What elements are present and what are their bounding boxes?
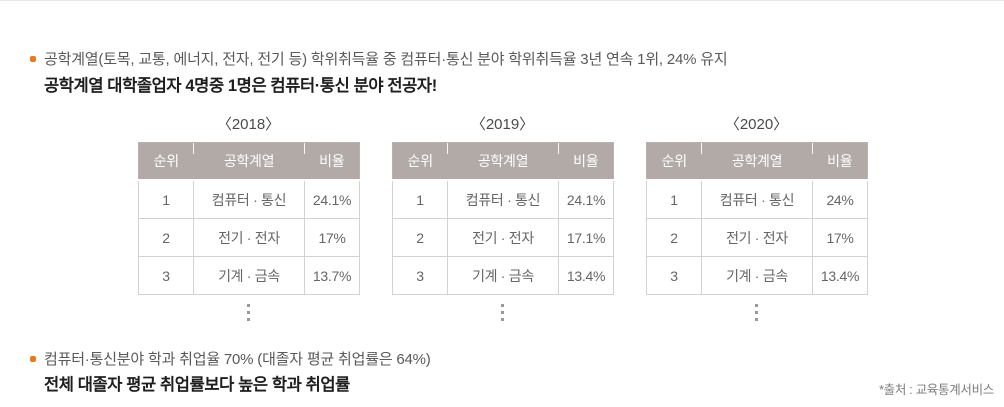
table-cell: 기계 · 금속 — [701, 256, 813, 295]
table-cell: 24.1% — [304, 179, 360, 219]
year-table-block: 〈2019〉 순위 공학계열 비율 1 컴퓨터 · 통신 24.1% 2 전기 · 전자 17.1… — [392, 113, 614, 321]
table-cell: 1 — [138, 179, 194, 219]
source-footnote: *출처 : 교육통계서비스 — [879, 383, 994, 397]
vertical-ellipsis-icon — [138, 304, 359, 321]
table-cell: 3 — [138, 256, 194, 295]
table-cell: 17.1% — [558, 218, 614, 257]
table-cell: 13.4% — [812, 256, 868, 295]
table-row: 3 기계 · 금속 13.4% — [646, 256, 868, 295]
table-cell: 2 — [138, 218, 194, 257]
year-table-block: 〈2020〉 순위 공학계열 비율 1 컴퓨터 · 통신 24% 2 전기 · 전자 17% 3 기계… — [646, 113, 868, 321]
table-row: 1 컴퓨터 · 통신 24% — [646, 179, 868, 219]
table-cell: 13.7% — [304, 256, 360, 295]
table-cell: 컴퓨터 · 통신 — [193, 179, 305, 219]
table-cell: 2 — [646, 218, 702, 257]
table-cell: 17% — [812, 218, 868, 257]
table-cell: 기계 · 금속 — [447, 256, 559, 295]
table-header-cell: 비율 — [558, 142, 614, 181]
table-header-cell: 공학계열 — [447, 142, 559, 181]
rank-table: 순위 공학계열 비율 1 컴퓨터 · 통신 24.1% 2 전기 · 전자 17% 3 기계 · 금… — [138, 142, 360, 295]
table-cell: 3 — [392, 256, 448, 295]
table-header-row: 순위 공학계열 비율 — [138, 142, 360, 181]
table-header-cell: 순위 — [138, 142, 194, 181]
table-cell: 전기 · 전자 — [701, 218, 813, 257]
table-header-row: 순위 공학계열 비율 — [646, 142, 868, 181]
rank-table: 순위 공학계열 비율 1 컴퓨터 · 통신 24.1% 2 전기 · 전자 17.1% 3 기계 ·… — [392, 142, 614, 295]
table-header-cell: 공학계열 — [193, 142, 305, 181]
table-cell: 24% — [812, 179, 868, 219]
table-cell: 24.1% — [558, 179, 614, 219]
table-row: 2 전기 · 전자 17.1% — [392, 218, 614, 257]
table-year-title: 〈2020〉 — [724, 116, 789, 133]
table-header-cell: 순위 — [646, 142, 702, 181]
table-row: 1 컴퓨터 · 통신 24.1% — [392, 179, 614, 219]
table-header-cell: 순위 — [392, 142, 448, 181]
table-header-cell: 비율 — [812, 142, 868, 181]
table-cell: 17% — [304, 218, 360, 257]
table-header-cell: 공학계열 — [701, 142, 813, 181]
table-cell: 전기 · 전자 — [447, 218, 559, 257]
table-row: 3 기계 · 금속 13.7% — [138, 256, 360, 295]
table-year-title: 〈2019〉 — [470, 116, 535, 133]
table-cell: 컴퓨터 · 통신 — [447, 179, 559, 219]
degree-rate-text: 공학계열(토목, 교통, 에너지, 전자, 전기 등) 학위취득율 중 컴퓨터·… — [44, 51, 728, 68]
bullet-icon — [30, 356, 36, 362]
year-table-block: 〈2018〉 순위 공학계열 비율 1 컴퓨터 · 통신 24.1% 2 전기 · 전자 17% 3… — [138, 113, 360, 321]
table-row: 2 전기 · 전자 17% — [138, 218, 360, 257]
table-cell: 1 — [392, 179, 448, 219]
table-cell: 컴퓨터 · 통신 — [701, 179, 813, 219]
employment-rate-text: 컴퓨터·통신분야 학과 취업율 70% (대졸자 평균 취업률은 64%) — [44, 351, 431, 368]
degree-rate-highlight: 공학계열 대학졸업자 4명중 1명은 컴퓨터·통신 분야 전공자! — [44, 77, 437, 95]
vertical-ellipsis-icon — [392, 304, 613, 321]
rank-table: 순위 공학계열 비율 1 컴퓨터 · 통신 24% 2 전기 · 전자 17% 3 기계 · 금속 1… — [646, 142, 868, 295]
table-cell: 1 — [646, 179, 702, 219]
yearly-rank-tables: 〈2018〉 순위 공학계열 비율 1 컴퓨터 · 통신 24.1% 2 전기 · 전자 17% 3… — [138, 113, 868, 321]
table-header-row: 순위 공학계열 비율 — [392, 142, 614, 181]
table-cell: 전기 · 전자 — [193, 218, 305, 257]
table-row: 1 컴퓨터 · 통신 24.1% — [138, 179, 360, 219]
table-row: 2 전기 · 전자 17% — [646, 218, 868, 257]
table-year-title: 〈2018〉 — [216, 116, 281, 133]
bullet-icon — [30, 56, 36, 62]
vertical-ellipsis-icon — [646, 304, 867, 321]
employment-rate-highlight: 전체 대졸자 평균 취업률보다 높은 학과 취업률 — [44, 376, 350, 394]
table-row: 3 기계 · 금속 13.4% — [392, 256, 614, 295]
table-header-cell: 비율 — [304, 142, 360, 181]
table-cell: 2 — [392, 218, 448, 257]
table-cell: 3 — [646, 256, 702, 295]
table-cell: 13.4% — [558, 256, 614, 295]
table-cell: 기계 · 금속 — [193, 256, 305, 295]
